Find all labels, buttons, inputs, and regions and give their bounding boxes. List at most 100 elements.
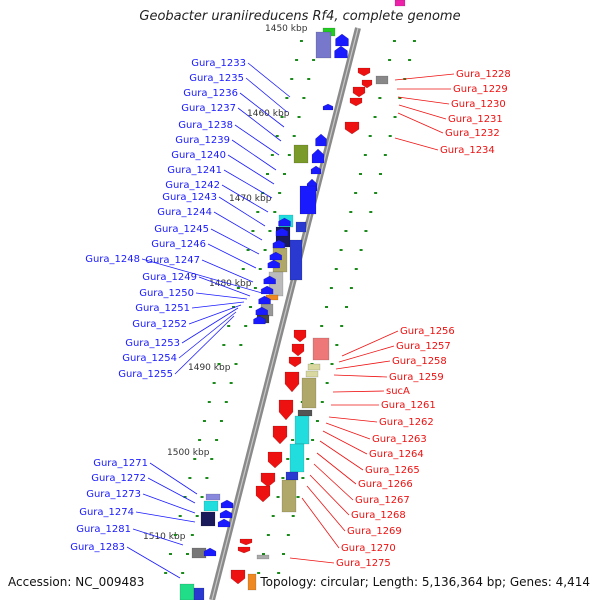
reverse-gene-arrow bbox=[260, 472, 276, 488]
tick-mark bbox=[227, 325, 231, 327]
tick-mark bbox=[335, 344, 339, 346]
tick-mark bbox=[251, 230, 255, 232]
reverse-gene-arrow bbox=[349, 97, 363, 107]
forward-gene-arrow bbox=[203, 547, 217, 557]
left-gene-label: Gura_1240 bbox=[171, 150, 226, 161]
left-gene-label: Gura_1248 bbox=[85, 254, 140, 265]
leader-line bbox=[195, 292, 248, 300]
tick-mark bbox=[244, 325, 248, 327]
gene-block bbox=[193, 587, 205, 600]
tick-mark bbox=[378, 97, 382, 99]
gene-block bbox=[281, 479, 297, 513]
gene-block bbox=[375, 75, 389, 85]
tick-mark bbox=[263, 249, 267, 251]
left-gene-label: Gura_1250 bbox=[139, 288, 194, 299]
tick-mark bbox=[325, 382, 329, 384]
gene-block bbox=[294, 415, 310, 445]
forward-gene-arrow bbox=[310, 165, 322, 175]
right-gene-label: Gura_1228 bbox=[456, 69, 511, 80]
right-gene-label: Gura_1267 bbox=[355, 495, 410, 506]
gene-block bbox=[205, 493, 221, 501]
tick-mark bbox=[349, 287, 353, 289]
tick-mark bbox=[236, 287, 240, 289]
right-gene-label: Gura_1265 bbox=[365, 465, 420, 476]
leader-line bbox=[135, 511, 196, 523]
reverse-gene-arrow bbox=[272, 425, 288, 445]
tick-mark bbox=[229, 382, 233, 384]
tick-mark bbox=[212, 382, 216, 384]
tick-mark bbox=[164, 572, 168, 574]
left-gene-label: Gura_1244 bbox=[157, 207, 212, 218]
right-gene-label: Gura_1261 bbox=[381, 400, 436, 411]
kbp-tick-label: 1500 kbp bbox=[167, 448, 210, 458]
gene-block bbox=[312, 337, 330, 361]
forward-gene-arrow bbox=[275, 227, 289, 237]
leader-line bbox=[174, 315, 235, 375]
accession-text: Accession: NC_009483 bbox=[8, 575, 145, 589]
forward-gene-arrow bbox=[217, 518, 231, 528]
gene-block bbox=[247, 573, 257, 591]
left-gene-label: Gura_1245 bbox=[154, 224, 209, 235]
tick-mark bbox=[232, 306, 236, 308]
reverse-gene-arrow bbox=[288, 356, 302, 368]
genome-backbone-highlight bbox=[211, 27, 359, 600]
forward-gene-arrow bbox=[253, 315, 266, 325]
tick-mark bbox=[183, 496, 187, 498]
forward-gene-arrow bbox=[269, 251, 283, 261]
reverse-gene-arrow bbox=[239, 538, 253, 546]
forward-gene-arrow bbox=[315, 133, 327, 147]
leader-line bbox=[142, 493, 196, 514]
leader-line bbox=[394, 137, 439, 151]
leader-line bbox=[306, 485, 346, 532]
tick-mark bbox=[398, 97, 402, 99]
feature-layer bbox=[179, 0, 406, 600]
forward-gene-arrow bbox=[267, 259, 281, 269]
leader-line bbox=[332, 390, 385, 393]
kbp-tick-label: 1450 kbp bbox=[265, 24, 308, 34]
leader-line bbox=[333, 374, 388, 378]
gene-block bbox=[293, 144, 309, 164]
leader-line bbox=[301, 497, 340, 549]
right-gene-label: Gura_1264 bbox=[369, 449, 424, 460]
tick-mark bbox=[302, 97, 306, 99]
reverse-gene-arrow bbox=[255, 485, 271, 503]
tick-mark bbox=[344, 230, 348, 232]
tick-mark bbox=[282, 173, 286, 175]
right-gene-label: Gura_1263 bbox=[372, 434, 427, 445]
right-gene-label: Gura_1231 bbox=[448, 114, 503, 125]
tick-mark bbox=[205, 477, 209, 479]
left-gene-label: Gura_1274 bbox=[79, 507, 134, 518]
tick-mark bbox=[286, 534, 290, 536]
right-gene-label: Gura_1270 bbox=[341, 543, 396, 554]
right-gene-label: Gura_1257 bbox=[396, 341, 451, 352]
forward-gene-arrow bbox=[255, 306, 269, 316]
tick-mark bbox=[311, 439, 315, 441]
tick-mark bbox=[261, 553, 265, 555]
right-gene-label: Gura_1230 bbox=[451, 99, 506, 110]
leader-line bbox=[223, 169, 273, 199]
kbp-tick-label: 1490 kbp bbox=[188, 363, 231, 373]
forward-gene-arrow bbox=[263, 275, 276, 285]
tick-mark bbox=[359, 249, 363, 251]
leader-line bbox=[394, 73, 455, 81]
forward-gene-arrow bbox=[334, 45, 348, 59]
tick-mark bbox=[256, 211, 260, 213]
tick-mark bbox=[295, 59, 299, 61]
tick-mark bbox=[234, 363, 238, 365]
leader-line bbox=[328, 416, 378, 423]
tick-mark bbox=[339, 249, 343, 251]
tick-mark bbox=[349, 211, 353, 213]
tick-mark bbox=[217, 363, 221, 365]
reverse-gene-arrow bbox=[237, 546, 251, 554]
gene-block bbox=[200, 511, 216, 527]
leader-line bbox=[313, 463, 354, 501]
tick-mark bbox=[320, 325, 324, 327]
tick-mark bbox=[207, 401, 211, 403]
tick-mark bbox=[188, 477, 192, 479]
topology-summary: Topology: circular; Length: 5,136,364 bp… bbox=[260, 575, 590, 589]
tick-mark bbox=[266, 534, 270, 536]
tick-mark bbox=[383, 154, 387, 156]
forward-gene-arrow bbox=[260, 285, 274, 295]
tick-mark bbox=[329, 287, 333, 289]
leader-line bbox=[178, 311, 237, 359]
